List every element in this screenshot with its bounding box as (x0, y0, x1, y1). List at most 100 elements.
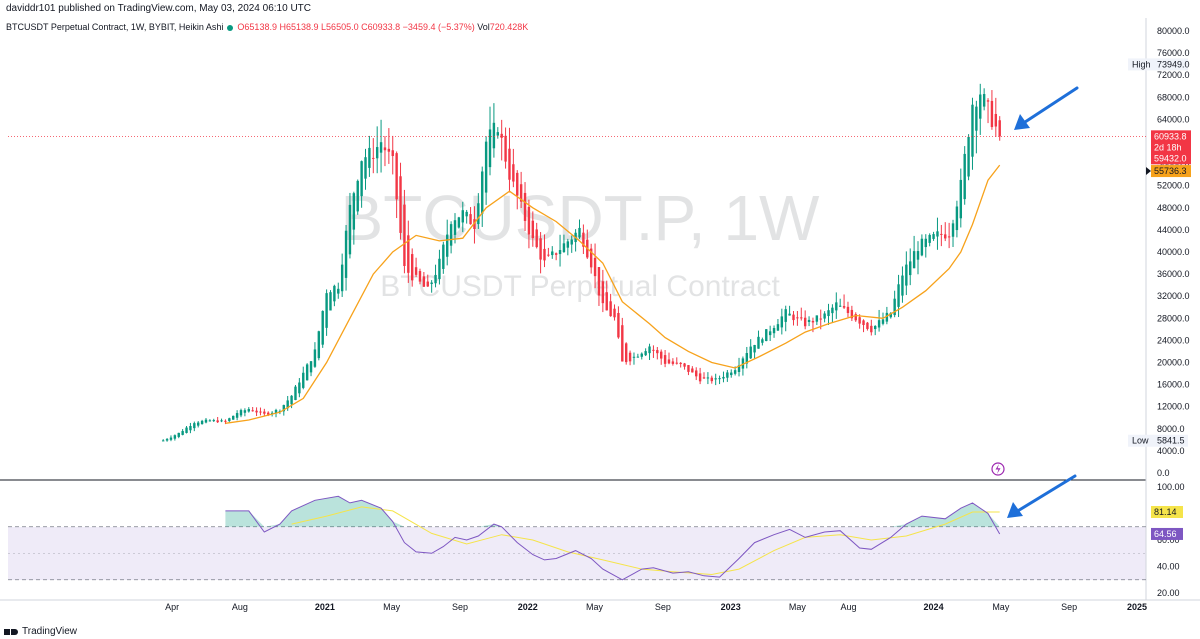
candle-body[interactable] (811, 320, 815, 323)
candle-body[interactable] (407, 235, 410, 273)
candle-body[interactable] (337, 288, 340, 294)
candle-body[interactable] (823, 313, 826, 319)
candle-body[interactable] (792, 314, 795, 321)
candle-body[interactable] (235, 413, 239, 418)
candle-body[interactable] (788, 313, 791, 316)
candle-body[interactable] (605, 292, 608, 311)
candle-body[interactable] (780, 316, 784, 328)
candle-body[interactable] (975, 106, 978, 131)
candle-body[interactable] (936, 231, 939, 237)
candle-body[interactable] (469, 214, 472, 225)
candle-body[interactable] (418, 271, 422, 282)
candle-body[interactable] (251, 410, 254, 412)
candle-body[interactable] (971, 104, 974, 157)
symbol-description[interactable]: BTCUSDT Perpetual Contract, 1W, BYBIT, H… (6, 22, 224, 32)
candle-body[interactable] (944, 234, 947, 239)
candle-body[interactable] (290, 395, 293, 405)
price-pane[interactable] (8, 83, 1146, 442)
candle-body[interactable] (967, 136, 970, 177)
candle-body[interactable] (807, 319, 811, 322)
candle-body[interactable] (267, 412, 270, 415)
candle-body[interactable] (294, 386, 297, 401)
candle-body[interactable] (819, 318, 822, 320)
candle-body[interactable] (527, 206, 531, 235)
candle-body[interactable] (920, 238, 924, 256)
candle-body[interactable] (835, 302, 838, 311)
candle-body[interactable] (644, 351, 647, 356)
candle-body[interactable] (601, 281, 605, 304)
candle-body[interactable] (901, 275, 904, 296)
candle-body[interactable] (298, 382, 301, 394)
candle-body[interactable] (698, 373, 702, 382)
candle-body[interactable] (815, 315, 819, 322)
candle-body[interactable] (850, 309, 854, 319)
candle-body[interactable] (757, 336, 760, 349)
candle-body[interactable] (932, 234, 935, 239)
candle-body[interactable] (885, 312, 889, 322)
rsi-pane[interactable] (8, 495, 1146, 581)
candle-body[interactable] (582, 232, 585, 247)
candle-body[interactable] (706, 377, 710, 379)
candle-body[interactable] (504, 135, 507, 162)
candle-body[interactable] (909, 261, 912, 276)
candle-body[interactable] (737, 365, 741, 372)
candle-body[interactable] (173, 435, 177, 439)
candle-body[interactable] (193, 423, 196, 429)
candle-body[interactable] (947, 236, 951, 238)
candle-body[interactable] (652, 349, 655, 351)
candle-body[interactable] (702, 377, 706, 379)
candle-body[interactable] (465, 211, 468, 217)
candle-body[interactable] (593, 257, 597, 277)
candle-body[interactable] (866, 322, 869, 329)
candle-body[interactable] (765, 329, 768, 342)
candle-body[interactable] (551, 251, 554, 256)
candle-body[interactable] (488, 129, 492, 168)
candle-body[interactable] (753, 344, 756, 353)
candle-body[interactable] (274, 409, 278, 414)
candle-body[interactable] (636, 356, 640, 358)
candle-body[interactable] (609, 301, 612, 317)
candle-body[interactable] (239, 410, 243, 416)
candle-body[interactable] (531, 220, 535, 239)
candle-body[interactable] (726, 372, 729, 378)
candle-body[interactable] (979, 94, 982, 119)
candle-body[interactable] (360, 161, 363, 197)
candle-body[interactable] (224, 420, 227, 422)
candle-body[interactable] (333, 285, 336, 302)
candle-body[interactable] (519, 184, 523, 202)
candle-body[interactable] (220, 420, 223, 422)
candle-body[interactable] (656, 350, 659, 354)
candle-body[interactable] (535, 229, 538, 248)
candle-body[interactable] (784, 309, 787, 322)
candle-body[interactable] (410, 254, 414, 281)
candle-body[interactable] (660, 351, 663, 359)
candle-body[interactable] (617, 312, 620, 338)
candle-body[interactable] (317, 331, 321, 359)
candle-body[interactable] (640, 353, 643, 357)
candle-body[interactable] (730, 372, 733, 376)
candle-body[interactable] (539, 238, 542, 260)
candle-body[interactable] (683, 363, 686, 367)
candle-body[interactable] (313, 349, 317, 367)
candle-body[interactable] (772, 328, 776, 334)
candle-body[interactable] (543, 248, 546, 261)
candle-body[interactable] (873, 325, 877, 330)
candle-body[interactable] (523, 192, 527, 221)
candle-body[interactable] (348, 204, 352, 255)
candle-body[interactable] (422, 276, 426, 287)
candle-body[interactable] (667, 359, 671, 364)
candle-body[interactable] (862, 320, 865, 326)
candle-body[interactable] (663, 355, 667, 364)
candle-body[interactable] (893, 298, 896, 316)
candle-body[interactable] (803, 317, 807, 327)
candle-body[interactable] (827, 310, 830, 317)
candle-body[interactable] (928, 234, 931, 243)
candle-body[interactable] (302, 372, 305, 388)
candle-body[interactable] (496, 132, 500, 136)
candle-body[interactable] (566, 241, 570, 248)
rsi-ma-line[interactable] (291, 506, 1000, 576)
candle-body[interactable] (430, 282, 433, 285)
candle-body[interactable] (889, 312, 892, 318)
candle-body[interactable] (259, 411, 262, 413)
candle-body[interactable] (169, 437, 173, 440)
